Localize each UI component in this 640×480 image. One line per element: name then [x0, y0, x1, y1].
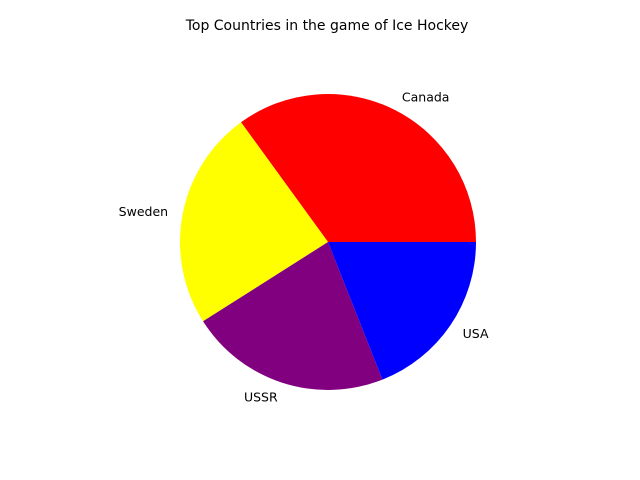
pie-slice-ussr — [203, 242, 383, 391]
pie-label-usa: USA — [463, 326, 489, 341]
pie-slice-sweden — [180, 122, 328, 322]
pie-slices — [180, 94, 477, 391]
pie-label-canada: Canada — [402, 89, 450, 104]
pie-labels: Canada Sweden USSR USA — [119, 89, 489, 404]
pie-label-ussr: USSR — [244, 389, 278, 404]
chart-title: Top Countries in the game of Ice Hockey — [185, 18, 469, 34]
pie-slice-canada — [241, 94, 477, 242]
pie-label-sweden: Sweden — [119, 204, 168, 219]
pie-slice-usa — [328, 242, 476, 380]
